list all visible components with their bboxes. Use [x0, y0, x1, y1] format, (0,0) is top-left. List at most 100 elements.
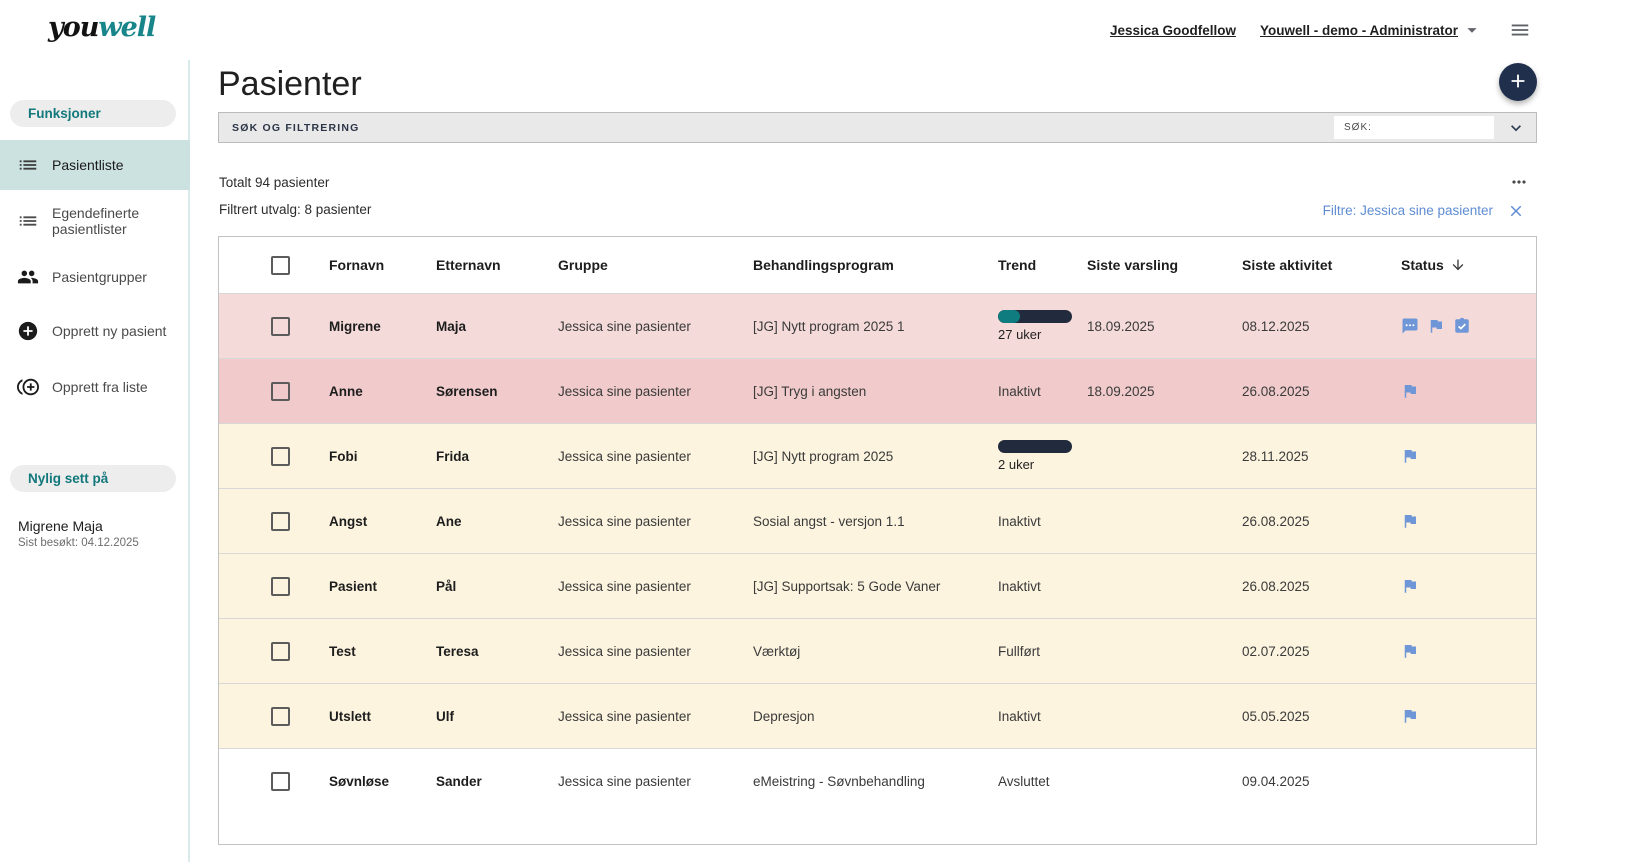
- sidebar-item-pasientliste[interactable]: Pasientliste: [0, 140, 190, 190]
- cell-etternavn: Ane: [436, 513, 462, 529]
- flag-icon: [1404, 450, 1416, 463]
- row-checkbox[interactable]: [219, 446, 313, 466]
- cell-trend: Inaktivt: [998, 578, 1041, 594]
- hamburger-menu-icon[interactable]: [1508, 18, 1532, 42]
- row-checkbox[interactable]: [219, 771, 313, 791]
- sidebar-item-pasientgrupper[interactable]: Pasientgrupper: [0, 262, 190, 292]
- user-name-link[interactable]: Jessica Goodfellow: [1109, 22, 1236, 38]
- cell-trend: Inaktivt: [998, 513, 1041, 529]
- cell-etternavn: Teresa: [436, 643, 479, 659]
- select-all-checkbox[interactable]: [219, 255, 313, 275]
- row-checkbox[interactable]: [219, 511, 313, 531]
- flag-icon[interactable]: [1401, 577, 1419, 595]
- chat-icon[interactable]: [1401, 317, 1419, 335]
- cell-trend: 2 uker: [982, 440, 1072, 472]
- row-checkbox[interactable]: [219, 706, 313, 726]
- row-checkbox[interactable]: [219, 576, 313, 596]
- sidebar-item-opprett-ny-pasient[interactable]: Opprett ny pasient: [0, 316, 190, 346]
- column-header-gruppe[interactable]: Gruppe: [558, 257, 608, 273]
- row-checkbox[interactable]: [219, 641, 313, 661]
- flag-icon[interactable]: [1401, 447, 1419, 465]
- flag-icon[interactable]: [1427, 317, 1445, 335]
- table-row[interactable]: Anne Sørensen Jessica sine pasienter [JG] T…: [219, 358, 1536, 423]
- cell-behandlingsprogram: eMeistring - Søvnbehandling: [753, 773, 925, 789]
- cell-etternavn: Sander: [436, 773, 482, 789]
- cell-gruppe: Jessica sine pasienter: [558, 578, 691, 594]
- table-row[interactable]: Pasient Pål Jessica sine pasienter [JG] Sup…: [219, 553, 1536, 618]
- cell-siste-aktivitet: 05.05.2025: [1242, 708, 1310, 724]
- cell-behandlingsprogram: Værktøj: [753, 643, 801, 659]
- sidebar: Funksjoner Pasientliste Egendefinerte pa…: [0, 60, 190, 862]
- sidebar-item-opprett-fra-liste[interactable]: Opprett fra liste: [0, 372, 190, 402]
- cell-trend: Inaktivt: [998, 708, 1041, 724]
- cell-fornavn: Angst: [329, 513, 368, 529]
- cell-siste-aktivitet: 09.04.2025: [1242, 773, 1310, 789]
- add-patient-fab[interactable]: [1499, 63, 1537, 101]
- table-row[interactable]: Test Teresa Jessica sine pasienter Værktøj F…: [219, 618, 1536, 683]
- search-filter-panel[interactable]: SØK OG FILTRERING SØK:: [218, 112, 1537, 143]
- sidebar-section-label: Funksjoner: [28, 106, 101, 121]
- column-header-behandlingsprogram[interactable]: Behandlingsprogram: [753, 257, 894, 273]
- page-title: Pasienter: [218, 65, 362, 103]
- people-icon: [16, 265, 40, 289]
- column-header-fornavn[interactable]: Fornavn: [329, 257, 385, 273]
- column-header-etternavn[interactable]: Etternavn: [436, 257, 501, 273]
- table-header-row: Fornavn Etternavn Gruppe Behandlingsprogram…: [219, 237, 1536, 293]
- column-header-status[interactable]: Status: [1385, 257, 1536, 273]
- column-header-siste-aktivitet[interactable]: Siste aktivitet: [1242, 257, 1333, 273]
- search-input-label: SØK:: [1344, 122, 1372, 133]
- cell-fornavn: Test: [329, 643, 356, 659]
- search-input[interactable]: SØK:: [1334, 116, 1494, 139]
- table-row[interactable]: Utslett Ulf Jessica sine pasienter Depresjo…: [219, 683, 1536, 748]
- table-row[interactable]: Angst Ane Jessica sine pasienter Sosial ang…: [219, 488, 1536, 553]
- cell-trend: Avsluttet: [998, 773, 1050, 789]
- trend-label: 2 uker: [998, 457, 1035, 472]
- add-circle-icon: [16, 319, 40, 343]
- cell-status: [1385, 447, 1536, 465]
- flag-icon[interactable]: [1401, 707, 1419, 725]
- clear-filter-close-icon[interactable]: [1507, 202, 1525, 225]
- table-row[interactable]: Søvnløse Sander Jessica sine pasienter eMei…: [219, 748, 1536, 813]
- cell-behandlingsprogram: Depresjon: [753, 708, 815, 724]
- row-checkbox[interactable]: [219, 316, 313, 336]
- flag-icon: [1404, 710, 1416, 723]
- flag-icon: [1404, 515, 1416, 528]
- cell-siste-varsling: 18.09.2025: [1087, 318, 1155, 334]
- chevron-down-icon[interactable]: [1506, 118, 1526, 143]
- cell-fornavn: Søvnløse: [329, 773, 390, 789]
- flag-icon[interactable]: [1401, 382, 1419, 400]
- cell-gruppe: Jessica sine pasienter: [558, 513, 691, 529]
- cell-fornavn: Anne: [329, 383, 363, 399]
- sort-arrow-down-icon: [1452, 259, 1464, 271]
- flag-icon[interactable]: [1401, 512, 1419, 530]
- table-row[interactable]: Fobi Frida Jessica sine pasienter [JG] Nytt…: [219, 423, 1536, 488]
- total-count-text: Totalt 94 pasienter: [219, 175, 330, 190]
- sidebar-item-egendefinerte-pasientlister[interactable]: Egendefinerte pasientlister: [0, 199, 190, 243]
- cell-status: [1385, 707, 1536, 725]
- table-row[interactable]: Migrene Maja Jessica sine pasienter [JG] Ny…: [219, 293, 1536, 358]
- tenant-role-dropdown[interactable]: Youwell - demo - Administrator: [1260, 18, 1484, 42]
- flag-icon[interactable]: [1401, 642, 1419, 660]
- cell-behandlingsprogram: [JG] Nytt program 2025: [753, 448, 894, 464]
- youwell-logo[interactable]: youwell: [48, 12, 156, 43]
- trend-progress-bar: [998, 440, 1072, 453]
- plus-icon: [1507, 70, 1529, 95]
- cell-gruppe: Jessica sine pasienter: [558, 383, 691, 399]
- row-checkbox[interactable]: [219, 381, 313, 401]
- task-icon[interactable]: [1453, 317, 1471, 335]
- cell-behandlingsprogram: [JG] Supportsak: 5 Gode Vaner: [753, 578, 941, 594]
- cell-siste-aktivitet: 02.07.2025: [1242, 643, 1310, 659]
- column-header-siste-varsling[interactable]: Siste varsling: [1087, 257, 1179, 273]
- task-icon: [1455, 317, 1469, 333]
- logo-text-you: you: [48, 12, 99, 43]
- cell-siste-aktivitet: 26.08.2025: [1242, 513, 1310, 529]
- cell-siste-aktivitet: 26.08.2025: [1242, 578, 1310, 594]
- column-header-trend[interactable]: Trend: [998, 257, 1037, 273]
- logo-text-well: well: [98, 12, 156, 43]
- cell-fornavn: Pasient: [329, 578, 378, 594]
- recent-patient-link[interactable]: Migrene Maja: [18, 518, 103, 534]
- active-filter-chip[interactable]: Filtre: Jessica sine pasienter: [1322, 203, 1493, 218]
- sidebar-item-label: Pasientgrupper: [52, 269, 147, 285]
- cell-trend: Fullført: [998, 643, 1040, 659]
- more-options-icon[interactable]: [1509, 172, 1529, 197]
